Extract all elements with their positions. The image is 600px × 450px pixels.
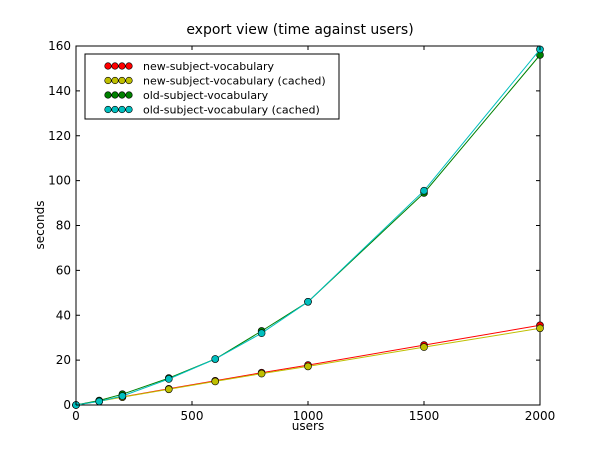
legend: new-subject-vocabulary new-subject-vocabu…: [84, 53, 340, 120]
legend-label-0: new-subject-vocabulary: [143, 60, 275, 73]
legend-marker-1: [125, 76, 133, 85]
data-point-3: [304, 297, 312, 306]
data-point-1: [257, 369, 266, 378]
legend-marker-2: [111, 91, 119, 99]
chart-title: export view (time against users): [186, 22, 413, 38]
data-point-1: [536, 324, 544, 333]
y-tick-label: 20: [56, 353, 71, 367]
legend-label-1: new-subject-vocabulary (cached): [143, 75, 326, 88]
data-point-3: [118, 392, 127, 400]
legend-marker-2: [118, 91, 126, 99]
y-tick-label: 160: [48, 39, 71, 53]
x-tick-label: 1000: [293, 409, 324, 423]
y-tick-label: 120: [48, 129, 71, 143]
x-tick-label: 0: [72, 409, 80, 423]
series-layer: [72, 45, 544, 409]
legend-label-3: old-subject-vocabulary (cached): [143, 104, 320, 117]
legend-marker-3: [111, 105, 119, 114]
data-point-1: [165, 385, 173, 394]
y-tick-label: 140: [48, 84, 71, 98]
y-tick-label: 80: [56, 219, 71, 233]
data-point-3: [420, 186, 428, 195]
legend-marker-0: [118, 62, 126, 70]
data-point-3: [95, 397, 103, 406]
x-tick-label: 500: [181, 409, 204, 423]
y-axis-label: seconds: [33, 200, 47, 249]
data-point-3: [211, 355, 219, 363]
legend-marker-0: [111, 62, 119, 70]
legend-marker-3: [118, 105, 126, 114]
data-point-3: [165, 375, 173, 383]
x-axis-label: users: [292, 419, 324, 433]
legend-marker-2: [125, 91, 133, 99]
legend-marker-0: [104, 62, 112, 70]
y-tick-label: 0: [63, 398, 71, 412]
y-tick-label: 60: [56, 263, 71, 277]
x-tick-label: 2000: [525, 409, 556, 423]
legend-marker-1: [104, 76, 112, 85]
data-point-1: [304, 362, 312, 371]
legend-marker-3: [125, 105, 133, 114]
legend-marker-1: [111, 76, 119, 85]
tick-layer: 0 500 1000 1500 2000 0 20 40 60 80 100 120 140 160: [48, 39, 555, 423]
legend-label-2: old-subject-vocabulary: [143, 89, 269, 102]
legend-marker-2: [104, 91, 112, 99]
legend-marker-0: [125, 62, 133, 70]
data-point-1: [211, 377, 219, 386]
legend-marker-3: [104, 105, 112, 114]
legend-marker-1: [118, 76, 126, 85]
x-tick-label: 1500: [409, 409, 440, 423]
data-point-1: [420, 343, 428, 351]
y-tick-label: 100: [48, 174, 71, 188]
y-tick-label: 40: [56, 308, 71, 322]
data-point-3: [257, 329, 266, 338]
